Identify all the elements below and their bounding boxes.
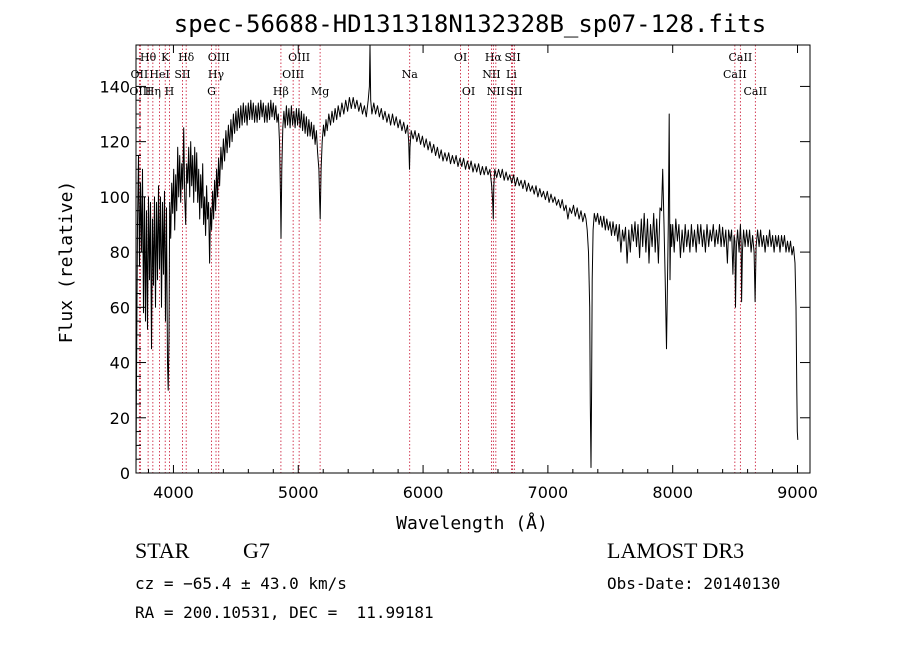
marker-label-16: Na [402,68,419,81]
plot-frame [135,44,811,474]
marker-label-26: CaII [723,68,747,81]
marker-label-12: Hβ [273,85,289,98]
marker-label-24: SII [506,85,522,98]
y-tick-label-4: 80 [110,243,130,262]
marker-label-23: Li [506,68,517,81]
marker-label-22: SII [504,51,520,64]
x-tick-label-4: 8000 [652,483,693,502]
series-line-0 [135,44,799,474]
obs-date: Obs-Date: 20140130 [607,574,781,593]
survey-name: LAMOST DR3 [607,538,745,563]
marker-label-21: NII [487,85,505,98]
y-tick-label-3: 60 [110,298,130,317]
y-tick-label-2: 40 [110,354,130,373]
x-tick-label-2: 6000 [403,483,444,502]
spectrum-series [135,44,799,474]
marker-label-14: OIII [282,68,304,81]
x-axis: 4000 5000 6000 7000 8000 9000 [147,45,818,502]
y-tick-label-7: 140 [99,77,130,96]
y-tick-label-1: 20 [110,409,130,428]
x-tick-label-3: 7000 [528,483,569,502]
y-tick-label-5: 100 [99,188,130,207]
spectral-line-markers: Hθ OII OIII HeI Hη K H SII Hδ OIII Hγ G Hβ OIII OIII Mg… [129,45,767,473]
marker-label-18: OI [462,85,475,98]
marker-label-15: Mg [311,85,329,98]
coordinates: RA = 200.10531, DEC = 11.99181 [135,603,434,622]
x-tick-label-0: 4000 [153,483,194,502]
x-tick-label-5: 9000 [777,483,818,502]
chart-title: spec-56688-HD131318N132328B_sp07-128.fit… [174,10,766,38]
marker-label-11: G [207,85,216,98]
object-subclass: G7 [243,538,270,563]
marker-label-2: OIII [129,85,151,98]
marker-label-17: OI [454,51,467,64]
marker-label-7: SII [174,68,190,81]
x-tick-label-1: 5000 [278,483,319,502]
marker-label-3: HeI [149,68,169,81]
marker-label-6: H [165,85,175,98]
marker-label-10: Hγ [208,68,225,81]
marker-label-13: OIII [288,51,310,64]
marker-label-19: Hα [485,51,503,64]
y-axis-label: Flux (relative) [56,181,77,344]
marker-label-4: Hη [145,85,161,98]
marker-label-25: CaII [729,51,753,64]
y-tick-label-6: 120 [99,133,130,152]
marker-label-8: Hδ [178,51,195,64]
x-axis-label: Wavelength (Å) [396,512,548,534]
marker-label-5: K [161,51,170,64]
marker-label-27: CaII [743,85,767,98]
y-tick-label-0: 0 [120,464,130,483]
object-class: STAR [135,538,190,563]
marker-label-9: OIII [208,51,230,64]
marker-label-0: Hθ [140,51,157,64]
y-axis: 0 20 40 60 80 100 120 140 [99,58,810,483]
redshift-readout: cz = −65.4 ± 43.0 km/s [135,574,347,593]
marker-label-1: OII [131,68,149,81]
marker-label-20: NII [482,68,500,81]
